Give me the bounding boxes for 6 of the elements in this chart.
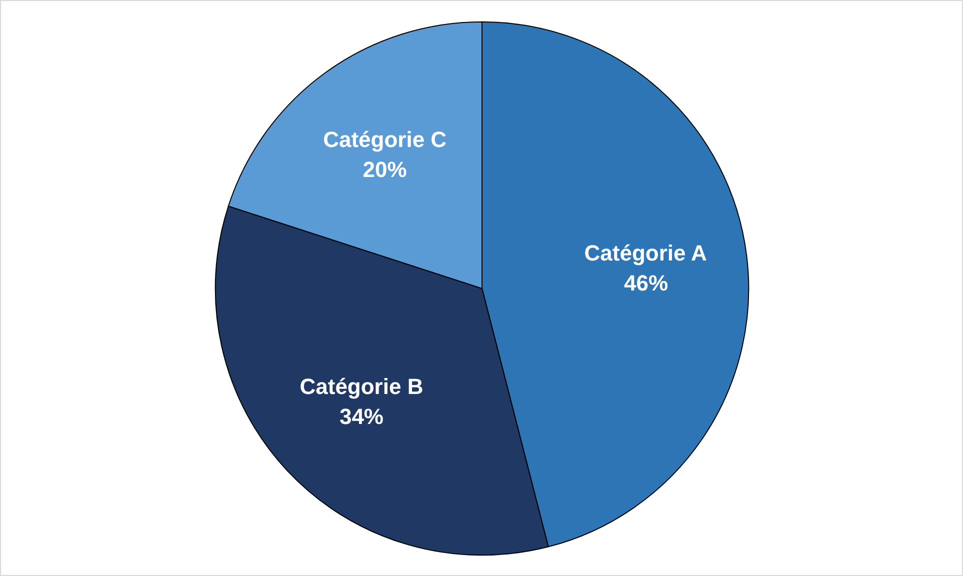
slice-label: Catégorie A bbox=[584, 240, 708, 266]
slice-label: Catégorie B bbox=[300, 374, 424, 400]
data-label: 20% bbox=[362, 157, 407, 182]
data-label: 46% bbox=[624, 270, 668, 296]
data-label: 34% bbox=[339, 404, 384, 430]
slice-label: Catégorie C bbox=[323, 127, 447, 152]
